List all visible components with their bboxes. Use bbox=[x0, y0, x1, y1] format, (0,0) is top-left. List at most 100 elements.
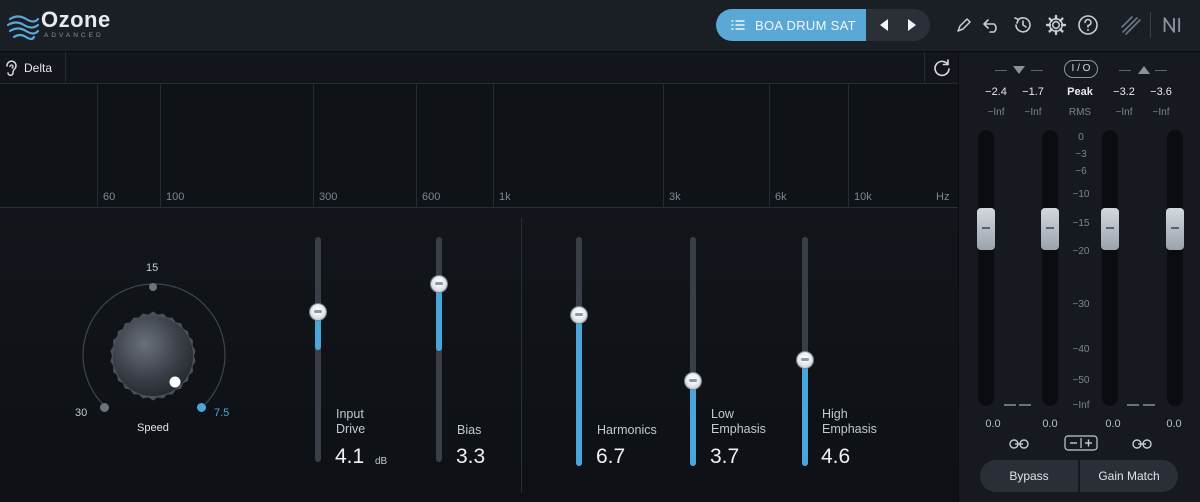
input-trim-down-icon[interactable] bbox=[1012, 65, 1026, 75]
input-drive-slider-thumb[interactable] bbox=[310, 304, 326, 320]
chevron-left-icon bbox=[880, 19, 888, 31]
io-toggle-button[interactable]: I / O bbox=[1064, 60, 1098, 78]
low-emphasis-label: Low Emphasis bbox=[711, 407, 766, 436]
list-icon bbox=[731, 20, 745, 30]
output-rms-left: −Inf bbox=[1115, 107, 1133, 118]
input-level-left bbox=[1004, 404, 1016, 406]
frequency-gridline bbox=[97, 84, 98, 208]
header: Ozone ADVANCED BOA DRUM SAT bbox=[0, 0, 1200, 52]
ozone-logo-icon bbox=[6, 15, 40, 41]
bias-value: 3.3 bbox=[456, 445, 486, 468]
output-meter-right bbox=[1167, 130, 1183, 406]
input-gain-fader-left[interactable] bbox=[977, 208, 995, 250]
speed-scale-top-label: 15 bbox=[146, 262, 159, 274]
ni-button[interactable] bbox=[1162, 13, 1186, 37]
input-gain-fader-right[interactable] bbox=[1041, 208, 1059, 250]
input-link-icon[interactable] bbox=[1009, 438, 1029, 450]
bias-slider-thumb[interactable] bbox=[431, 276, 447, 292]
speed-knob[interactable] bbox=[103, 306, 203, 406]
ear-icon bbox=[6, 60, 17, 76]
meter-scale-label: −15 bbox=[1072, 218, 1090, 229]
speed-knob-indicator bbox=[169, 376, 181, 388]
output-meter-left bbox=[1102, 130, 1118, 406]
input-drive-label: Input Drive bbox=[336, 407, 366, 436]
input-rms-left: −Inf bbox=[987, 107, 1005, 118]
plugin-button[interactable] bbox=[1119, 13, 1143, 37]
input-drive-slider-fill bbox=[315, 312, 321, 350]
preset-selector[interactable]: BOA DRUM SAT bbox=[716, 9, 866, 41]
high-emphasis-value: 4.6 bbox=[821, 445, 851, 468]
output-trim-up-icon[interactable] bbox=[1137, 65, 1151, 75]
previous-preset-button[interactable] bbox=[875, 16, 893, 34]
next-preset-button[interactable] bbox=[903, 16, 921, 34]
bypass-button[interactable]: Bypass bbox=[980, 460, 1078, 492]
frequency-gridline bbox=[663, 84, 664, 208]
loop-button[interactable] bbox=[924, 52, 958, 84]
preset-navigation bbox=[866, 9, 930, 41]
meter-scale-label: 0 bbox=[1078, 132, 1084, 143]
meter-scale-label: −30 bbox=[1072, 299, 1090, 310]
speed-scale-marker-value bbox=[197, 403, 206, 412]
saturation-controls: 15 30 7.5 Speed Input Drive 4.1 dB Bias 3… bbox=[0, 208, 958, 502]
gain-match-button[interactable]: Gain Match bbox=[1080, 460, 1178, 492]
output-gain-fader-right[interactable] bbox=[1166, 208, 1184, 250]
harmonics-label: Harmonics bbox=[597, 423, 657, 437]
harmonics-value: 6.7 bbox=[596, 445, 626, 468]
button-divider bbox=[1079, 460, 1080, 492]
input-dash-left bbox=[995, 70, 1007, 71]
plugin-icon bbox=[1121, 16, 1141, 35]
speed-knob-label: Speed bbox=[137, 422, 169, 434]
low-emphasis-slider-fill bbox=[690, 381, 696, 466]
output-gain-right-value: 0.0 bbox=[1166, 418, 1182, 430]
output-peak-left: −3.2 bbox=[1113, 86, 1135, 98]
input-drive-value: 4.1 bbox=[335, 445, 365, 468]
app-edition: ADVANCED bbox=[44, 32, 104, 39]
ni-logo-icon bbox=[1163, 17, 1181, 33]
input-peak-left: −2.4 bbox=[985, 86, 1007, 98]
delta-button[interactable]: Delta bbox=[0, 52, 66, 84]
output-gain-left-value: 0.0 bbox=[1105, 418, 1121, 430]
rms-label: RMS bbox=[1068, 107, 1092, 118]
pen-button[interactable] bbox=[952, 13, 976, 37]
output-gain-fader-left[interactable] bbox=[1101, 208, 1119, 250]
input-peak-right: −1.7 bbox=[1022, 86, 1044, 98]
frequency-label: 1k bbox=[499, 191, 511, 203]
meter-scale-label: −20 bbox=[1072, 246, 1090, 257]
app-name: Ozone bbox=[41, 7, 111, 32]
low-emphasis-slider-thumb[interactable] bbox=[685, 373, 701, 389]
high-emphasis-slider-thumb[interactable] bbox=[797, 352, 813, 368]
input-drive-unit: dB bbox=[375, 456, 388, 467]
pen-icon bbox=[957, 18, 971, 32]
input-level-right bbox=[1019, 404, 1031, 406]
frequency-gridline bbox=[493, 84, 494, 208]
meter-scale-label: −6 bbox=[1075, 166, 1087, 177]
low-emphasis-value: 3.7 bbox=[710, 445, 740, 468]
output-link-icon[interactable] bbox=[1132, 438, 1152, 450]
refresh-icon bbox=[933, 59, 950, 77]
input-gain-left-value: 0.0 bbox=[985, 418, 1001, 430]
input-gain-right-value: 0.0 bbox=[1042, 418, 1058, 430]
output-dash-right bbox=[1155, 70, 1167, 71]
harmonics-slider-thumb[interactable] bbox=[571, 307, 587, 323]
output-rms-right: −Inf bbox=[1152, 107, 1170, 118]
undo-button[interactable] bbox=[980, 13, 1004, 37]
chevron-right-icon bbox=[908, 19, 916, 31]
frequency-gridline bbox=[769, 84, 770, 208]
history-icon bbox=[1014, 17, 1031, 33]
settings-button[interactable] bbox=[1044, 13, 1068, 37]
frequency-gridline bbox=[313, 84, 314, 208]
help-button[interactable] bbox=[1076, 13, 1100, 37]
history-button[interactable] bbox=[1011, 13, 1035, 37]
low-emphasis-slider-track bbox=[690, 237, 696, 466]
meter-scale-label: −10 bbox=[1072, 189, 1090, 200]
speed-scale-marker-min bbox=[100, 403, 109, 412]
gear-icon bbox=[1045, 14, 1067, 36]
invert-gain-icon[interactable] bbox=[1064, 435, 1098, 451]
output-level-right bbox=[1143, 404, 1155, 406]
bias-slider-fill bbox=[436, 284, 442, 351]
frequency-gridline bbox=[416, 84, 417, 208]
high-emphasis-label: High Emphasis bbox=[822, 407, 877, 436]
frequency-label: 6k bbox=[775, 191, 787, 203]
speed-scale-min-label: 30 bbox=[75, 407, 88, 419]
frequency-gridline bbox=[848, 84, 849, 208]
